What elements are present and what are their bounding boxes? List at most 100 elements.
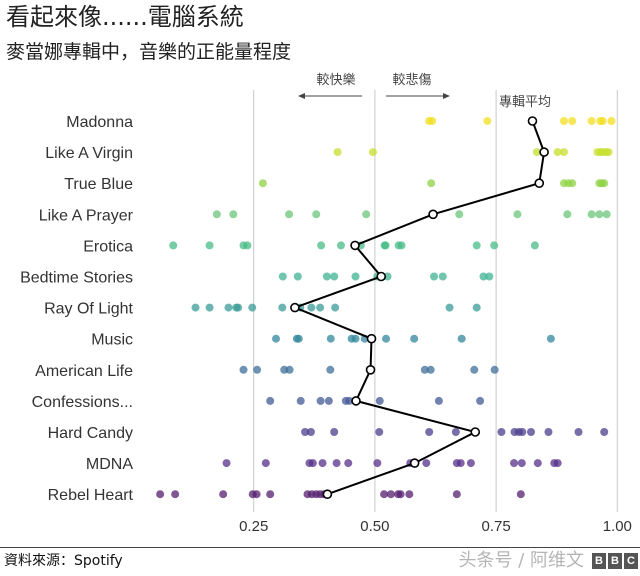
track-dot: [546, 334, 555, 343]
track-dot: [438, 272, 447, 281]
album-label: True Blue: [64, 176, 133, 193]
track-dot: [261, 459, 270, 468]
track-dot: [410, 334, 419, 343]
average-marker: [428, 209, 438, 220]
track-dot: [318, 459, 327, 468]
track-dot: [587, 117, 596, 125]
track-dot: [430, 272, 439, 281]
track-dot: [294, 334, 303, 343]
track-dot: [296, 396, 305, 405]
track-dot: [532, 148, 541, 157]
track-dot: [272, 334, 281, 343]
album-label: Madonna: [66, 114, 133, 131]
chart-subtitle: 麥當娜專輯中，音樂的正能量程度: [6, 41, 292, 63]
track-dot: [434, 396, 443, 405]
average-marker: [351, 396, 361, 406]
average-marker: [534, 178, 545, 188]
track-dot: [380, 490, 389, 499]
track-dot: [224, 303, 233, 312]
album-label: Like A Virgin: [45, 145, 133, 162]
track-dot: [362, 210, 371, 219]
track-dot: [452, 490, 461, 499]
track-dot: [563, 210, 572, 219]
average-marker: [539, 147, 549, 157]
average-marker: [350, 240, 360, 251]
track-dot: [285, 365, 294, 374]
track-dot: [568, 179, 577, 188]
x-tick-label: 0.50: [360, 518, 389, 535]
x-tick-label: 1.00: [603, 518, 632, 535]
album-label: Erotica: [83, 238, 133, 255]
footer-divider: [0, 547, 640, 548]
track-dot: [457, 334, 466, 343]
track-dot: [278, 272, 287, 281]
track-dot: [455, 210, 464, 219]
album-labels: Madonna Like A Virgin True Blue Like A Pray…: [20, 114, 134, 504]
average-marker: [366, 333, 377, 344]
average-marker: [470, 427, 481, 437]
track-dots: [156, 117, 616, 499]
track-dot: [382, 334, 391, 343]
track-dot: [324, 396, 333, 405]
track-dot: [456, 459, 465, 468]
track-dot: [466, 459, 475, 468]
track-dot: [316, 303, 325, 312]
track-dot: [258, 179, 267, 188]
track-dot: [553, 148, 562, 157]
track-dot: [293, 272, 302, 281]
track-dot: [397, 241, 406, 250]
album-label: Rebel Heart: [48, 487, 134, 504]
track-dot: [598, 117, 607, 125]
track-dot: [316, 396, 325, 405]
track-dot: [169, 241, 178, 250]
track-dot: [600, 428, 609, 436]
track-dot: [427, 179, 436, 188]
track-dot: [307, 303, 316, 312]
track-dot: [171, 490, 180, 499]
track-dot: [607, 117, 616, 125]
track-dot: [351, 334, 360, 343]
album-label: Like A Prayer: [39, 207, 134, 224]
album-label: Music: [91, 332, 133, 349]
track-dot: [278, 303, 287, 312]
track-dot: [312, 210, 321, 219]
track-dot: [426, 365, 435, 374]
track-dot: [445, 303, 454, 312]
track-dot: [497, 428, 506, 436]
grid-lines: [253, 90, 618, 512]
track-dot: [490, 241, 499, 250]
track-dot: [330, 272, 339, 281]
chart-title: 看起來像......電腦系統: [6, 3, 244, 31]
track-dot: [191, 303, 200, 312]
track-dot: [386, 490, 395, 499]
track-dot: [326, 365, 335, 374]
track-dot: [266, 490, 275, 499]
track-dot: [490, 365, 499, 374]
track-dot: [336, 241, 345, 250]
track-dot: [205, 241, 214, 250]
track-dot: [212, 210, 221, 219]
track-dot: [472, 241, 481, 250]
track-dot: [533, 459, 542, 468]
album-label: Ray Of Light: [44, 301, 133, 318]
track-dot: [239, 365, 248, 374]
annotations: 較快樂 較悲傷 專輯平均: [298, 72, 551, 110]
average-marker: [322, 489, 333, 500]
album-label: Hard Candy: [48, 425, 133, 442]
track-dot: [252, 490, 261, 499]
track-dot: [483, 117, 492, 125]
average-marker: [409, 458, 420, 468]
x-tick-label: 0.25: [239, 518, 268, 535]
average-marker: [376, 271, 387, 282]
track-dot: [345, 396, 354, 405]
track-dot: [222, 459, 231, 468]
track-dot: [248, 303, 257, 312]
track-dot: [485, 272, 494, 281]
album-label: MDNA: [86, 456, 133, 473]
track-dot: [559, 148, 568, 157]
track-dot: [604, 148, 613, 157]
track-dot: [422, 459, 431, 468]
track-dot: [476, 396, 485, 405]
track-dot: [559, 117, 568, 125]
